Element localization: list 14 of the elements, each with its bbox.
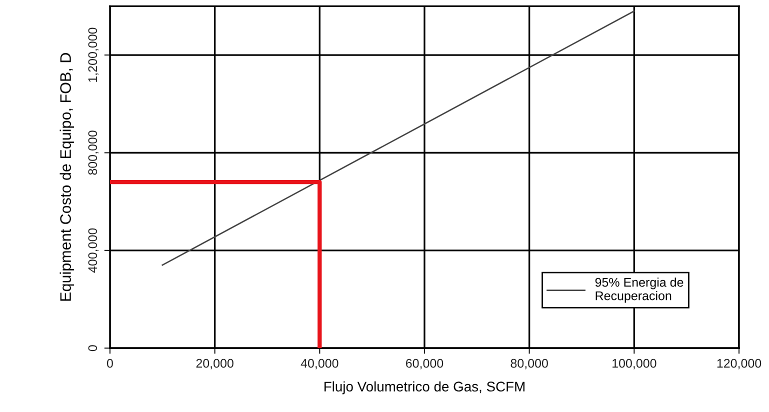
x-tick-label: 100,000 xyxy=(612,358,656,370)
x-tick-label: 60,000 xyxy=(406,358,444,370)
x-tick-label: 80,000 xyxy=(510,358,548,370)
x-tick-label: 0 xyxy=(106,358,113,368)
x-axis-title: Flujo Volumetrico de Gas, SCFM xyxy=(324,381,524,394)
y-axis-title: Equipment Costo de Equipo, FOB, D xyxy=(60,53,74,301)
y-tick-label: 1,200,000 xyxy=(88,28,99,82)
x-tick-label: 20,000 xyxy=(196,358,234,370)
y-tick-label: 800,000 xyxy=(88,130,99,175)
legend-label: 95% Energia de Recuperacion xyxy=(595,278,684,303)
y-tick-label: 400,000 xyxy=(88,228,99,273)
y-tick-label: 0 xyxy=(88,345,98,352)
x-tick-label: 40,000 xyxy=(300,358,338,370)
x-tick-label: 120,000 xyxy=(717,358,762,370)
